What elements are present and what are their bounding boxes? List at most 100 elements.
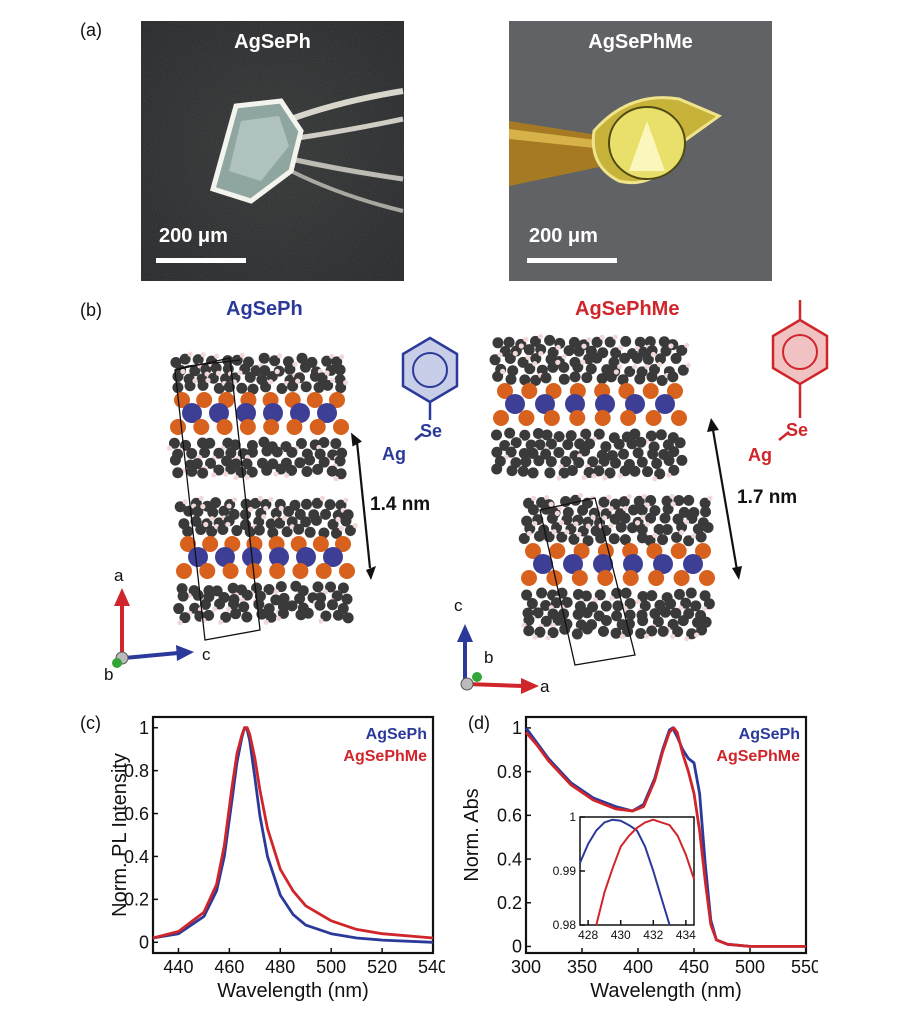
carbon-atom bbox=[645, 512, 657, 524]
carbon-atom bbox=[520, 456, 532, 468]
carbon-atom bbox=[619, 352, 631, 364]
carbon-atom bbox=[632, 447, 644, 459]
hydrogen-atom bbox=[261, 514, 267, 520]
carbon-atom bbox=[636, 456, 648, 468]
inset-xtick-label: 434 bbox=[676, 928, 696, 942]
hydrogen-atom bbox=[530, 495, 537, 501]
carbon-atom bbox=[618, 496, 630, 508]
hydrogen-atom bbox=[203, 521, 209, 528]
hydrogen-atom bbox=[267, 379, 274, 385]
hydrogen-atom bbox=[580, 359, 586, 365]
carbon-atom bbox=[597, 625, 609, 637]
carbon-atom bbox=[519, 429, 531, 441]
hydrogen-atom bbox=[330, 377, 336, 383]
carbon-atom bbox=[244, 526, 256, 538]
carbon-atom bbox=[206, 526, 218, 538]
carbon-atom bbox=[561, 514, 573, 526]
carbon-atom bbox=[249, 497, 261, 509]
carbon-atom bbox=[700, 506, 712, 518]
carbon-atom bbox=[321, 355, 333, 367]
hydrogen-atom bbox=[612, 334, 618, 340]
hydrogen-atom bbox=[626, 493, 632, 500]
carbon-atom bbox=[635, 436, 647, 448]
hydrogen-atom bbox=[211, 472, 217, 478]
silver-atom bbox=[209, 403, 229, 423]
hydrogen-atom bbox=[244, 474, 250, 480]
carbon-atom bbox=[213, 447, 225, 459]
carbon-atom bbox=[527, 504, 539, 516]
carbon-atom bbox=[230, 608, 242, 620]
selenium-atom bbox=[648, 570, 665, 586]
carbon-atom bbox=[526, 598, 538, 610]
carbon-atom bbox=[247, 383, 259, 395]
carbon-atom bbox=[492, 337, 504, 349]
carbon-atom bbox=[581, 607, 593, 619]
carbon-atom bbox=[579, 445, 591, 457]
axis-label-b-right: b bbox=[484, 648, 494, 667]
selenium-atom bbox=[521, 383, 538, 399]
carbon-atom bbox=[676, 454, 688, 466]
carbon-atom bbox=[647, 448, 659, 460]
carbon-atom bbox=[604, 467, 616, 479]
pl-ytick-label: 0.8 bbox=[124, 761, 149, 781]
layer-spacing-agseph: 1.4 nm bbox=[370, 494, 431, 515]
carbon-atom bbox=[179, 353, 191, 365]
carbon-atom bbox=[563, 345, 575, 357]
panel-label-b: (b) bbox=[80, 300, 102, 320]
carbon-atom bbox=[541, 429, 553, 441]
hydrogen-atom bbox=[694, 632, 700, 638]
selenium-atom bbox=[333, 419, 349, 435]
carbon-atom bbox=[610, 347, 622, 359]
carbon-atom bbox=[253, 598, 265, 610]
hydrogen-atom bbox=[281, 515, 288, 521]
selenium-atom bbox=[597, 570, 614, 586]
carbon-atom bbox=[634, 373, 646, 385]
carbon-atom bbox=[168, 437, 180, 449]
crystal-structure-agsephme bbox=[457, 333, 742, 694]
panel-label-a: (a) bbox=[80, 20, 102, 40]
carbon-atom bbox=[527, 447, 539, 459]
carbon-atom bbox=[530, 374, 542, 386]
layer-spacing-arrow-agseph bbox=[350, 432, 376, 580]
hydrogen-atom bbox=[239, 352, 245, 358]
carbon-atom bbox=[582, 535, 594, 547]
carbon-atom bbox=[192, 506, 204, 518]
hydrogen-atom bbox=[232, 496, 238, 503]
carbon-atom bbox=[517, 465, 529, 477]
carbon-atom bbox=[316, 372, 328, 384]
hydrogen-atom bbox=[215, 370, 222, 376]
selenium-atom bbox=[176, 563, 192, 579]
silver-atom bbox=[595, 394, 615, 414]
carbon-atom bbox=[629, 428, 641, 440]
hydrogen-atom bbox=[263, 619, 269, 625]
photo-agsephme-image bbox=[509, 21, 772, 281]
carbon-atom bbox=[552, 614, 564, 626]
carbon-atom bbox=[286, 446, 298, 458]
hydrogen-atom bbox=[634, 346, 641, 352]
hydrogen-atom bbox=[338, 525, 345, 531]
carbon-atom bbox=[677, 364, 689, 376]
carbon-atom bbox=[612, 600, 624, 612]
carbon-atom bbox=[177, 590, 189, 602]
silver-atom bbox=[533, 554, 553, 574]
carbon-atom bbox=[699, 590, 711, 602]
carbon-atom bbox=[619, 512, 631, 524]
selenium-atom bbox=[673, 570, 690, 586]
carbon-atom bbox=[593, 428, 605, 440]
selenium-atom bbox=[329, 392, 345, 408]
carbon-atom bbox=[685, 587, 697, 599]
carbon-atom bbox=[629, 465, 641, 477]
carbon-atom bbox=[186, 448, 198, 460]
carbon-atom bbox=[293, 523, 305, 535]
inset-series-agsephme bbox=[595, 818, 695, 926]
axis-label-a-left: a bbox=[114, 566, 124, 585]
axis-label-c-right: c bbox=[454, 596, 463, 615]
hydrogen-atom bbox=[669, 493, 675, 499]
abs-ytick-label: 0.6 bbox=[497, 806, 522, 826]
carbon-atom bbox=[241, 611, 253, 623]
carbon-atom bbox=[662, 503, 674, 515]
carbon-atom bbox=[203, 609, 215, 621]
carbon-atom bbox=[523, 344, 535, 356]
silver-atom bbox=[683, 554, 703, 574]
carbon-atom bbox=[594, 589, 606, 601]
